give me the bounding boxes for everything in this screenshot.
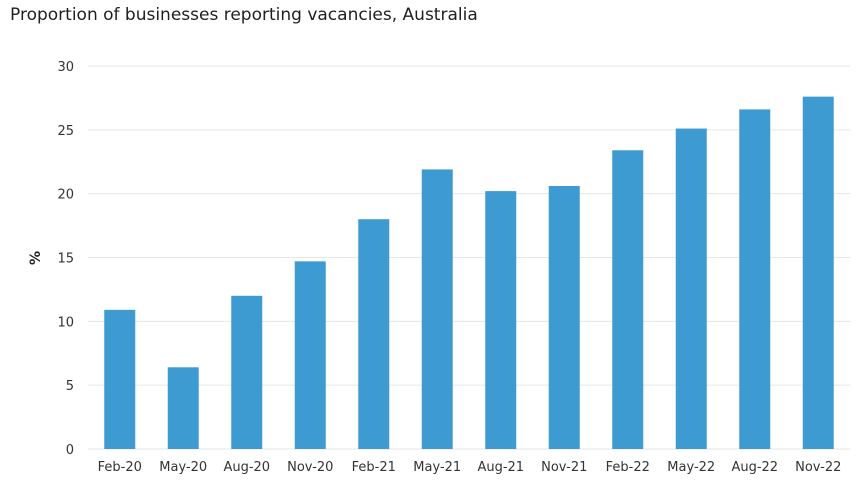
y-axis-ticks: 0 5 10 15 20 25 30 <box>57 60 74 458</box>
bar-feb-20[interactable] <box>104 309 136 449</box>
bar-aug-22[interactable] <box>739 109 771 449</box>
y-tick-label: 10 <box>57 315 74 330</box>
bar-aug-21[interactable] <box>485 191 517 449</box>
x-tick-label: Feb-22 <box>606 460 650 475</box>
y-tick-label: 5 <box>66 379 74 394</box>
x-tick-label: Nov-21 <box>541 460 587 475</box>
bar-feb-21[interactable] <box>358 219 390 449</box>
x-tick-label: Aug-20 <box>223 460 270 475</box>
bar-nov-21[interactable] <box>548 186 580 450</box>
bar-may-21[interactable] <box>421 169 453 449</box>
chart-title: Proportion of businesses reporting vacan… <box>10 5 478 25</box>
bar-nov-20[interactable] <box>294 261 326 449</box>
y-tick-label: 20 <box>57 188 74 203</box>
bar-aug-20[interactable] <box>231 295 263 449</box>
x-tick-label: Nov-20 <box>287 460 333 475</box>
y-tick-label: 0 <box>66 443 74 458</box>
x-tick-label: Aug-22 <box>731 460 778 475</box>
x-tick-label: Nov-22 <box>795 460 841 475</box>
bar-nov-22[interactable] <box>802 96 834 449</box>
bar-may-20[interactable] <box>167 367 199 449</box>
y-tick-label: 25 <box>57 124 74 139</box>
y-axis-label: % <box>28 251 44 265</box>
x-tick-label: May-21 <box>413 460 461 475</box>
x-tick-label: May-20 <box>159 460 207 475</box>
x-tick-label: Feb-20 <box>98 460 142 475</box>
y-tick-label: 30 <box>57 60 74 75</box>
y-tick-label: 15 <box>57 252 74 267</box>
x-axis-ticks: Feb-20 May-20 Aug-20 Nov-20 Feb-21 May-21 Aug-… <box>98 460 842 475</box>
bar-may-22[interactable] <box>675 128 707 449</box>
x-tick-label: Feb-21 <box>352 460 396 475</box>
bars <box>104 96 834 450</box>
x-tick-label: Aug-21 <box>477 460 524 475</box>
x-tick-label: May-22 <box>667 460 715 475</box>
gridlines <box>88 65 850 450</box>
bar-feb-22[interactable] <box>612 150 644 449</box>
